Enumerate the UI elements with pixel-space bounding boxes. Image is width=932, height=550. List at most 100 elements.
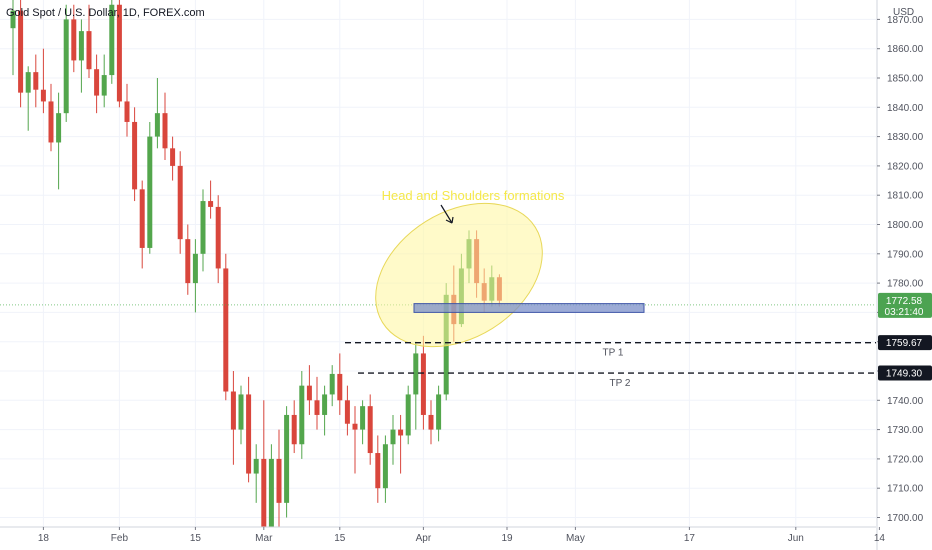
chart-title: Gold Spot / U.S. Dollar, 1D, FOREX.com [6,7,205,19]
time-axis-bg [0,527,876,550]
candle [56,113,62,143]
candle [147,136,153,248]
candle [230,391,236,430]
target-price-badge [878,335,932,351]
candle [299,385,305,445]
candle [306,385,312,401]
time-tick-label: 19 [501,533,513,544]
candle [33,72,39,90]
candle [162,113,168,149]
time-tick-label: Mar [255,533,273,544]
candle [253,458,259,474]
candle [382,444,388,489]
price-tick-label: 1780.00 [887,279,924,290]
candle [291,414,297,445]
candle [413,353,419,395]
price-tick-label: 1840.00 [887,103,924,114]
candle [10,10,16,29]
price-tick-label: 1870.00 [887,15,924,26]
target-label: TP 2 [610,378,631,389]
countdown-value: 03:21:40 [885,307,924,318]
candle [63,19,69,114]
candle [101,75,107,96]
candle [40,89,46,102]
currency-label: USD [893,7,915,18]
price-tick-label: 1730.00 [887,425,924,436]
candle [398,429,404,436]
candle [367,406,373,454]
price-tick-label: 1800.00 [887,220,924,231]
annotation-arrow [440,204,453,224]
time-tick-label: 15 [334,533,346,544]
annotation-text: Head and Shoulders formations [382,188,565,203]
time-tick-label: 15 [190,533,202,544]
candle [284,414,290,503]
price-tick-label: 1850.00 [887,74,924,85]
annotation-arrowhead [445,216,454,224]
candle [139,189,145,248]
candle [192,253,198,284]
candle [185,239,191,284]
candle [116,4,122,102]
candle [337,373,343,401]
candle [276,458,282,503]
candle [261,458,267,547]
candle [428,414,434,430]
price-tick-label: 1790.00 [887,249,924,260]
price-axis-bg [877,0,932,550]
candle [208,201,214,207]
candle [375,453,381,489]
time-tick-label: Feb [111,533,129,544]
candle [78,31,84,61]
current-price-value: 1772.58 [886,296,923,307]
candle [329,373,335,395]
price-tick-label: 1740.00 [887,396,924,407]
candle [48,101,54,143]
candle [109,4,115,76]
pattern-ellipse [375,202,543,348]
candle [238,394,244,430]
candle [352,423,358,430]
current-price-badge [878,292,932,318]
time-tick-label: 14 [874,533,886,544]
candle [200,201,206,254]
price-tick-label: 1820.00 [887,161,924,172]
time-tick-label: May [566,533,585,544]
candle [390,429,396,445]
candle [405,394,411,436]
candle [25,72,31,93]
price-axis[interactable]: 1700.001710.001720.001730.001740.001750.… [876,0,932,550]
candle [268,458,274,547]
time-axis[interactable]: 18 Feb 15 Mar 15 Apr 19 May 17 Jun 14 [0,526,886,550]
candle [223,268,229,392]
price-tick-label: 1860.00 [887,44,924,55]
candle [322,394,328,415]
price-tick-label: 1710.00 [887,484,924,495]
candle [132,121,138,190]
time-tick-label: Apr [416,533,432,544]
time-tick-label: 17 [684,533,696,544]
target-price-badge [878,365,932,381]
candle [420,353,426,415]
time-tick-label: Jun [788,533,804,544]
price-tick-label: 1700.00 [887,513,924,524]
candle [177,165,183,240]
candle [170,148,176,166]
price-tick-label: 1810.00 [887,191,924,202]
candle [314,400,320,415]
target-price-value: 1749.30 [886,369,923,380]
candle [215,206,221,269]
candle [124,101,130,122]
candle [360,406,366,430]
target-price-value: 1759.67 [886,338,923,349]
candle [71,19,77,61]
overlays-group: TP 1 TP 2 Head and Shoulders formations [0,188,876,389]
price-tick-label: 1830.00 [887,132,924,143]
candle [86,31,92,70]
candle [94,69,100,96]
price-tick-label: 1720.00 [887,454,924,465]
candle [154,113,160,137]
support-zone [413,303,645,313]
